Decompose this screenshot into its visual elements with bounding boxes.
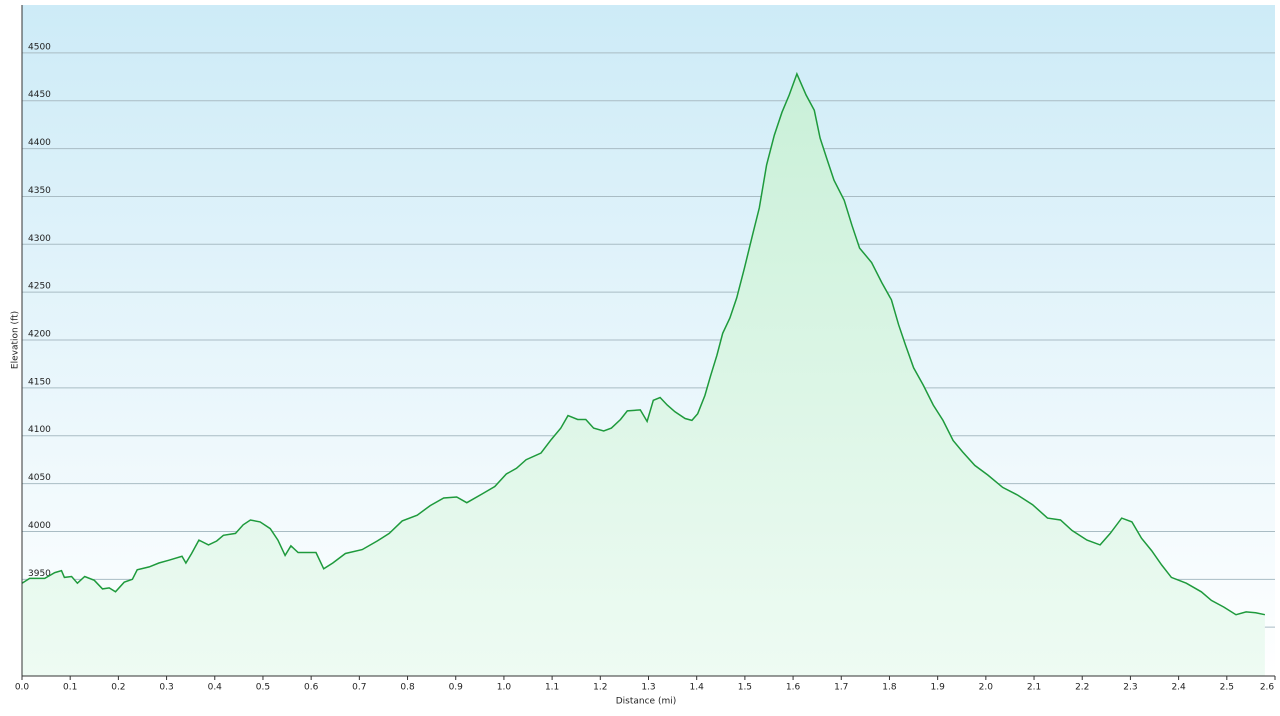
y-tick-label: 4150 (28, 377, 51, 387)
y-tick-label: 4100 (28, 425, 51, 435)
x-tick-label: 1.9 (930, 683, 945, 693)
x-tick-label: 1.6 (786, 683, 801, 693)
y-tick-label: 4400 (28, 138, 51, 148)
x-tick-label: 1.4 (690, 683, 705, 693)
x-tick-label: 2.1 (1027, 683, 1041, 693)
x-tick-label: 0.5 (256, 683, 270, 693)
x-tick-label: 0.2 (111, 683, 125, 693)
x-tick-label: 2.5 (1220, 683, 1234, 693)
x-tick-label: 2.4 (1171, 683, 1186, 693)
x-tick-label: 1.1 (545, 683, 559, 693)
x-tick-label: 1.2 (593, 683, 607, 693)
x-tick-label: 2.3 (1123, 683, 1137, 693)
x-tick-label: 0.1 (63, 683, 77, 693)
x-tick-label: 0.7 (352, 683, 366, 693)
area-fill (22, 73, 1265, 676)
x-tick-label: 1.7 (834, 683, 848, 693)
x-tick-label: 1.0 (497, 683, 512, 693)
y-tick-label: 4500 (28, 42, 51, 52)
x-tick-label: 0.4 (208, 683, 223, 693)
x-tick-label: 0.0 (15, 683, 30, 693)
y-tick-label: 4300 (28, 234, 51, 244)
x-tick-label: 0.9 (449, 683, 464, 693)
x-tick-label: 2.6 (1260, 683, 1275, 693)
x-tick-label: 0.6 (304, 683, 319, 693)
x-tick-label: 1.8 (882, 683, 897, 693)
x-axis-label: Distance (mi) (616, 697, 677, 707)
y-tick-label: 4000 (28, 521, 51, 531)
x-tick-label: 2.2 (1075, 683, 1089, 693)
y-tick-label: 4250 (28, 282, 51, 292)
x-tick-label: 0.3 (159, 683, 173, 693)
x-tick-label: 1.3 (641, 683, 655, 693)
x-tick-label: 1.5 (738, 683, 752, 693)
x-tick-label: 2.0 (979, 683, 994, 693)
y-tick-label: 3950 (28, 569, 51, 579)
y-tick-label: 4200 (28, 330, 51, 340)
elevation-line (21, 71, 1266, 616)
y-tick-label: 4050 (28, 473, 51, 483)
x-tick-label: 0.8 (400, 683, 415, 693)
y-tick-label: 4350 (28, 186, 51, 196)
y-tick-label: 4450 (28, 90, 51, 100)
y-axis-label: Elevation (ft) (11, 311, 21, 369)
